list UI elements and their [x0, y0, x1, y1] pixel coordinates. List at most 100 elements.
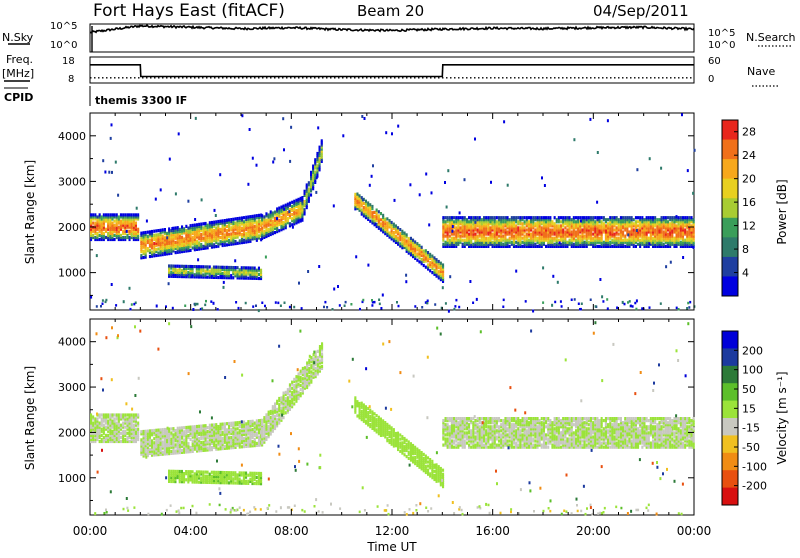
data-cell [401, 230, 403, 233]
near-range-point [201, 307, 203, 310]
data-cell [256, 269, 258, 272]
scatter-point [681, 113, 683, 116]
data-cell [217, 447, 219, 450]
data-cell [137, 413, 139, 416]
data-cell [507, 216, 509, 219]
data-cell [378, 214, 380, 217]
data-cell [365, 200, 367, 203]
data-cell [228, 218, 230, 221]
data-cell [103, 232, 105, 235]
data-cell [103, 424, 105, 427]
data-cell [304, 200, 306, 203]
data-cell [575, 230, 577, 233]
cpid-value: themis 3300 IF [95, 94, 187, 107]
data-cell [489, 226, 491, 229]
noise-panel: 10^5 10^0 10^5 10^0 N.Sky N.Search [2, 21, 796, 52]
data-cell [449, 235, 451, 238]
data-cell [200, 233, 202, 236]
near-range-point [105, 301, 107, 304]
data-cell [226, 266, 228, 269]
data-cell [306, 183, 308, 186]
data-cell [594, 216, 596, 219]
scatter-point [187, 200, 189, 203]
data-cell [230, 274, 232, 277]
near-range-point [427, 300, 429, 303]
data-cell [278, 397, 280, 400]
nsky-label: N.Sky [2, 31, 34, 44]
data-cell [588, 216, 590, 219]
data-cell [684, 239, 686, 242]
data-cell [522, 222, 524, 225]
scatter-point [636, 168, 638, 171]
data-cell [202, 237, 204, 240]
data-cell [371, 211, 373, 214]
data-cell [143, 250, 145, 253]
data-cell [301, 196, 303, 199]
data-cell [374, 211, 376, 214]
data-cell [258, 234, 260, 237]
data-cell [558, 239, 560, 242]
cpid-label: CPID [4, 91, 33, 104]
data-cell [200, 425, 202, 428]
scatter-point [283, 208, 285, 211]
data-cell [135, 428, 137, 431]
nsearch-label: N.Search [746, 31, 796, 44]
data-cell [224, 233, 226, 236]
scatter-point [676, 215, 678, 218]
data-cell [416, 259, 418, 262]
scatter-point [265, 256, 267, 259]
data-cell [254, 438, 256, 441]
data-cell [92, 415, 94, 418]
data-cell [310, 370, 312, 373]
data-cell [532, 216, 534, 219]
data-cell [175, 429, 177, 432]
data-cell [181, 441, 183, 444]
scatter-point [371, 175, 373, 178]
scatter-point [665, 265, 667, 268]
near-range-point [324, 301, 326, 304]
data-cell [111, 213, 113, 216]
data-cell [245, 232, 247, 235]
data-cell [354, 193, 356, 196]
scatter-point [276, 217, 278, 220]
data-cell [308, 375, 310, 378]
scatter-point [552, 275, 554, 278]
scatter-point [431, 191, 433, 194]
data-cell [524, 226, 526, 229]
scatter-point [476, 298, 478, 301]
data-cell [616, 226, 618, 229]
data-cell [517, 216, 519, 219]
data-cell [222, 219, 224, 222]
scatter-point [188, 275, 190, 278]
data-cell [310, 364, 312, 367]
data-cell [528, 216, 530, 219]
data-cell [211, 268, 213, 271]
data-cell [92, 213, 94, 216]
data-cell [232, 218, 234, 221]
data-cell [224, 219, 226, 222]
scatter-point [156, 305, 158, 308]
data-cell [149, 448, 151, 451]
data-cell [101, 417, 103, 420]
data-cell [143, 430, 145, 433]
data-cell [459, 216, 461, 219]
data-cell [289, 222, 291, 225]
data-cell [462, 243, 464, 246]
scatter-point [178, 132, 180, 135]
scatter-point [599, 278, 601, 281]
data-cell [573, 243, 575, 246]
near-range-point [204, 304, 206, 307]
scatter-point [474, 138, 476, 141]
data-cell [129, 213, 131, 216]
data-cell [663, 230, 665, 233]
data-cell [319, 345, 321, 348]
data-cell [149, 230, 151, 233]
near-range-point [205, 300, 207, 303]
near-range-point [688, 306, 690, 309]
scatter-point [333, 204, 335, 207]
near-range-point [326, 306, 328, 309]
data-cell [192, 425, 194, 428]
near-range-point [590, 299, 592, 302]
data-cell [274, 231, 276, 234]
